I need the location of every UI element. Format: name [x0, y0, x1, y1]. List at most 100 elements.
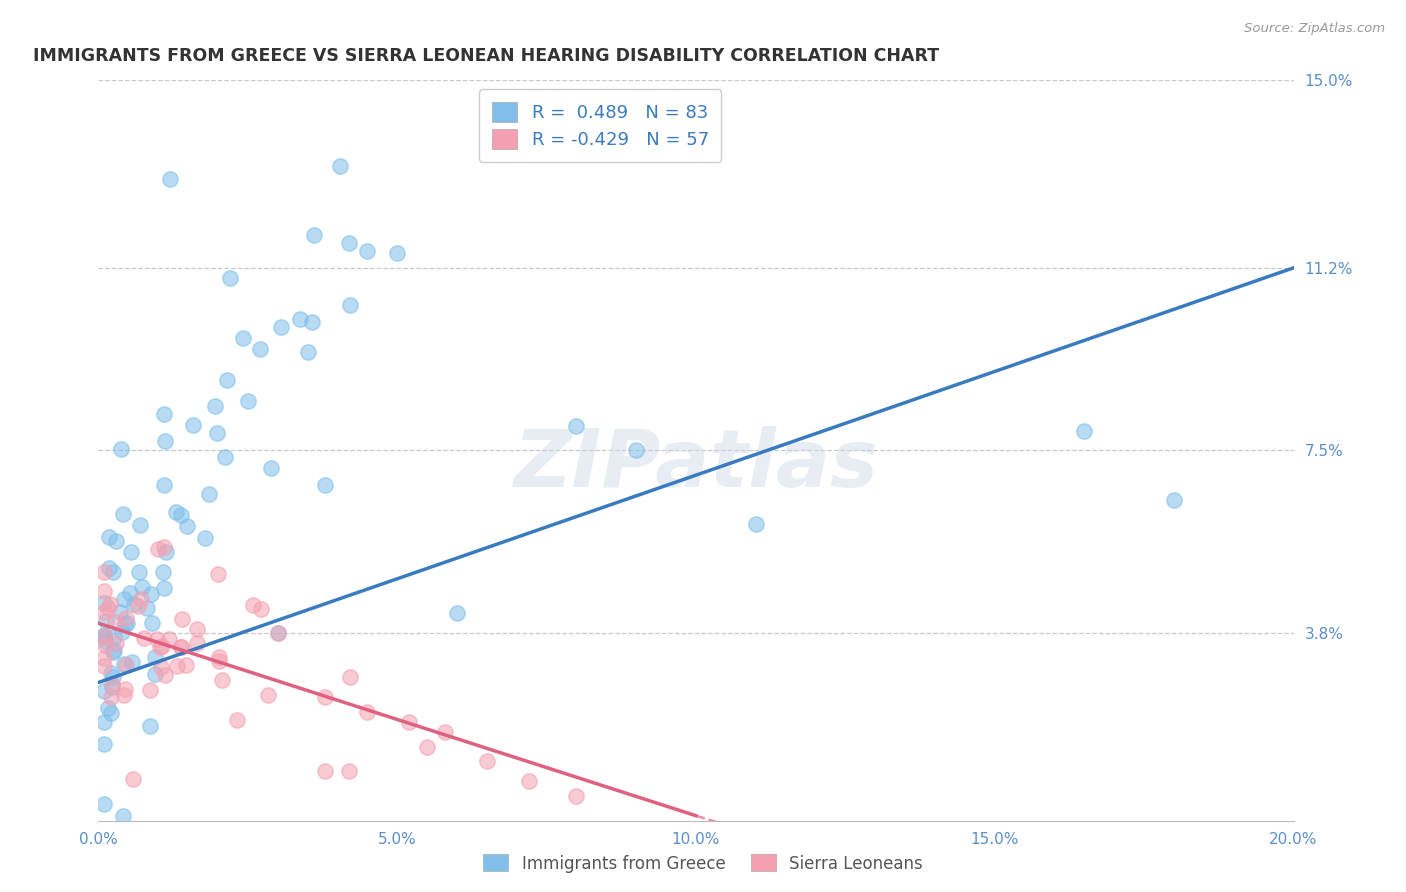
- Legend: Immigrants from Greece, Sierra Leoneans: Immigrants from Greece, Sierra Leoneans: [477, 847, 929, 880]
- Point: [207, 654, 229, 668]
- Point: [112, 507, 135, 521]
- Point: [136, 600, 159, 615]
- Point: [101, 677, 124, 691]
- Point: [115, 658, 138, 673]
- Point: [155, 545, 177, 559]
- Point: [205, 425, 228, 440]
- Point: [112, 808, 135, 822]
- Point: [225, 713, 247, 727]
- Point: [112, 689, 135, 703]
- Text: IMMIGRANTS FROM GREECE VS SIERRA LEONEAN HEARING DISABILITY CORRELATION CHART: IMMIGRANTS FROM GREECE VS SIERRA LEONEAN…: [32, 47, 939, 65]
- Point: [100, 690, 122, 704]
- Point: [356, 705, 378, 719]
- Point: [101, 565, 124, 579]
- Point: [93, 596, 115, 610]
- Point: [98, 530, 121, 544]
- Point: [114, 657, 136, 672]
- Point: [153, 477, 176, 491]
- Point: [267, 626, 290, 640]
- Point: [270, 320, 292, 334]
- Point: [94, 638, 117, 652]
- Point: [127, 599, 149, 613]
- Point: [101, 645, 124, 659]
- Point: [626, 443, 648, 458]
- Point: [176, 519, 198, 533]
- Point: [157, 632, 180, 647]
- Point: [114, 616, 136, 631]
- Point: [141, 616, 163, 631]
- Point: [356, 244, 378, 259]
- Point: [97, 601, 120, 615]
- Point: [101, 670, 124, 684]
- Point: [242, 598, 264, 612]
- Point: [93, 605, 115, 619]
- Point: [139, 718, 162, 732]
- Point: [207, 566, 229, 581]
- Point: [214, 450, 236, 464]
- Point: [115, 616, 138, 631]
- Point: [339, 670, 361, 684]
- Point: [114, 591, 136, 606]
- Point: [153, 582, 176, 596]
- Point: [170, 640, 193, 654]
- Point: [745, 517, 768, 532]
- Point: [155, 434, 177, 449]
- Point: [170, 508, 193, 523]
- Point: [139, 587, 162, 601]
- Point: [129, 518, 152, 533]
- Point: [93, 659, 115, 673]
- Point: [152, 407, 174, 421]
- Point: [215, 373, 238, 387]
- Point: [170, 612, 193, 626]
- Point: [232, 331, 254, 345]
- Point: [475, 755, 498, 769]
- Point: [257, 688, 280, 702]
- Point: [108, 605, 131, 619]
- Point: [128, 565, 150, 579]
- Point: [100, 597, 122, 611]
- Point: [186, 622, 208, 636]
- Point: [97, 700, 120, 714]
- Point: [120, 545, 142, 559]
- Text: ZIPatlas: ZIPatlas: [513, 426, 879, 504]
- Point: [104, 636, 127, 650]
- Point: [129, 591, 152, 606]
- Point: [236, 394, 259, 409]
- Point: [93, 628, 115, 642]
- Point: [93, 714, 115, 729]
- Point: [267, 626, 290, 640]
- Point: [94, 634, 117, 648]
- Point: [134, 632, 156, 646]
- Point: [149, 660, 172, 674]
- Point: [315, 690, 337, 705]
- Point: [315, 478, 337, 492]
- Point: [1163, 492, 1185, 507]
- Point: [219, 270, 242, 285]
- Point: [329, 159, 352, 173]
- Point: [100, 706, 122, 720]
- Point: [122, 597, 145, 611]
- Point: [297, 344, 319, 359]
- Point: [339, 764, 361, 779]
- Point: [301, 315, 323, 329]
- Point: [517, 774, 540, 789]
- Point: [1073, 424, 1095, 438]
- Point: [165, 505, 187, 519]
- Point: [103, 642, 125, 657]
- Point: [131, 580, 153, 594]
- Point: [152, 639, 174, 653]
- Point: [565, 789, 588, 803]
- Point: [565, 418, 588, 433]
- Point: [93, 651, 115, 665]
- Point: [94, 614, 117, 628]
- Point: [446, 607, 468, 621]
- Point: [104, 534, 127, 549]
- Point: [249, 342, 271, 356]
- Point: [159, 172, 181, 186]
- Text: Source: ZipAtlas.com: Source: ZipAtlas.com: [1244, 22, 1385, 36]
- Point: [250, 602, 273, 616]
- Point: [337, 235, 360, 250]
- Point: [152, 565, 174, 579]
- Point: [110, 442, 132, 456]
- Point: [111, 625, 134, 640]
